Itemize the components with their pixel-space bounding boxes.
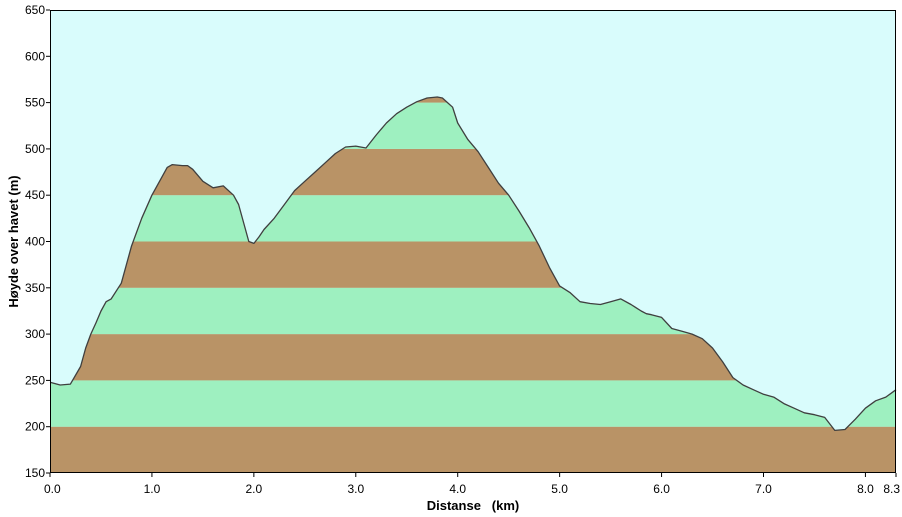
x-tick-label: 5.0 [551,482,568,496]
y-tick-label: 600 [25,49,45,63]
y-tick-label: 150 [25,466,45,480]
x-tick-label: 2.0 [246,482,263,496]
y-axis: 150 200 250 300 350 400 450 500 550 600 650 [25,3,50,480]
x-axis: 0.0 1.0 2.0 3.0 4.0 5.0 6.0 7.0 8.0 8.3 [44,473,900,496]
y-tick-label: 200 [25,420,45,434]
x-tick-label: 0.0 [44,482,61,496]
elevation-profile-line [49,96,897,432]
x-tick-label: 4.0 [449,482,466,496]
y-axis-title: Høyde over havet (m) [6,175,21,307]
y-tick-label: 500 [25,142,45,156]
x-axis-title: Distanse (km) [427,498,519,513]
x-tick-label: 1.0 [144,482,161,496]
y-tick-label: 650 [25,3,45,17]
elevation-band [50,426,896,473]
y-tick-label: 250 [25,373,45,387]
x-tick-label: 7.0 [755,482,772,496]
y-tick-label: 350 [25,281,45,295]
y-tick-label: 300 [25,327,45,341]
x-tick-label: 8.0 [857,482,874,496]
y-tick-label: 450 [25,188,45,202]
x-tick-label: 3.0 [347,482,364,496]
plot-frame [50,10,896,473]
y-tick-label: 550 [25,96,45,110]
x-tick-label: 8.3 [883,482,900,496]
x-tick-label: 6.0 [653,482,670,496]
y-tick-label: 400 [25,235,45,249]
